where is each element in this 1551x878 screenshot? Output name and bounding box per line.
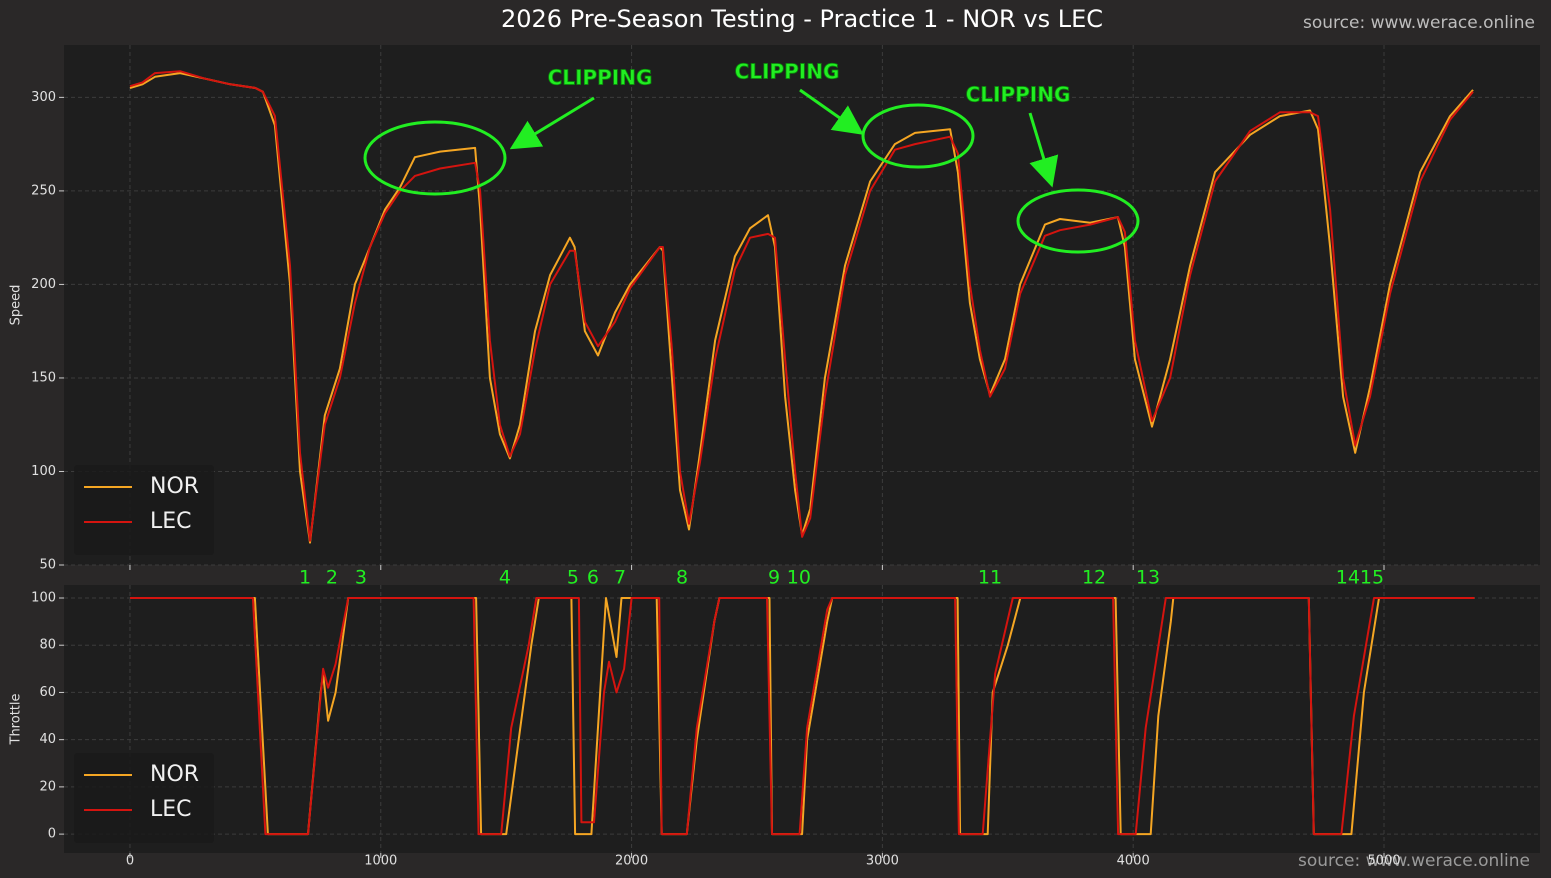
data-line (129, 70, 1474, 542)
legend-label: NOR (150, 474, 199, 499)
corner-label: 7 (614, 567, 626, 589)
annotations: CLIPPING CLIPPING CLIPPING (363, 59, 1140, 254)
legend-label: LEC (150, 509, 192, 534)
y-tick-label: 60 (39, 685, 56, 700)
annotation: CLIPPING (548, 66, 653, 90)
corner-label: 10 (787, 567, 811, 589)
y-tick-label: 50 (39, 558, 56, 573)
y-axis-label: Speed (9, 285, 24, 326)
highlight-ellipse (363, 120, 507, 196)
annotation: CLIPPING (735, 60, 840, 84)
y-tick-label: 100 (31, 590, 56, 605)
corner-label: 14 (1336, 567, 1360, 589)
corner-label: 1 (299, 567, 311, 589)
y-tick-label: 20 (39, 779, 56, 794)
y-tick-label: 0 (48, 827, 56, 842)
watermark: source: www.werace.online (1303, 13, 1535, 33)
corner-label: 4 (499, 567, 511, 589)
corner-label: 5 (567, 567, 579, 589)
corner-label: 15 (1360, 567, 1384, 589)
highlight-ellipse (1016, 188, 1140, 254)
y-tick-label: 150 (31, 370, 56, 385)
plot-background (64, 45, 1540, 565)
y-tick-label: 200 (31, 277, 56, 292)
corner-label: 12 (1082, 567, 1106, 589)
corner-label: 13 (1136, 567, 1160, 589)
highlight-ellipse (861, 103, 975, 169)
x-tick-label: 3000 (866, 854, 899, 869)
y-tick-label: 100 (31, 464, 56, 479)
x-tick-label: 0 (126, 854, 134, 869)
chart-title: 2026 Pre-Season Testing - Practice 1 - N… (501, 5, 1103, 33)
arrow (1028, 112, 1059, 188)
arrow (799, 88, 864, 135)
arrow (509, 96, 595, 150)
y-tick-label: 250 (31, 183, 56, 198)
x-tick-label: 4000 (1117, 854, 1150, 869)
y-tick-label: 80 (39, 638, 56, 653)
corner-label: 9 (768, 567, 780, 589)
y-tick-label: 300 (31, 90, 56, 105)
y-tick-label: 40 (39, 732, 56, 747)
x-tick-label: 5000 (1367, 854, 1400, 869)
x-tick-label: 1000 (364, 854, 397, 869)
watermark: source: www.werace.online (1298, 851, 1530, 871)
corner-label: 11 (978, 567, 1002, 589)
legend-label: NOR (150, 762, 199, 787)
legend-label: LEC (150, 797, 192, 822)
y-axis-label: Throttle (9, 694, 24, 746)
data-line (130, 597, 1475, 836)
corner-label: 3 (355, 567, 367, 589)
corner-label: 2 (326, 567, 338, 589)
data-line (129, 72, 1474, 544)
x-tick-label: 2000 (615, 854, 648, 869)
corner-label: 8 (676, 567, 688, 589)
annotation: CLIPPING (966, 83, 1071, 107)
corner-label: 6 (587, 567, 599, 589)
